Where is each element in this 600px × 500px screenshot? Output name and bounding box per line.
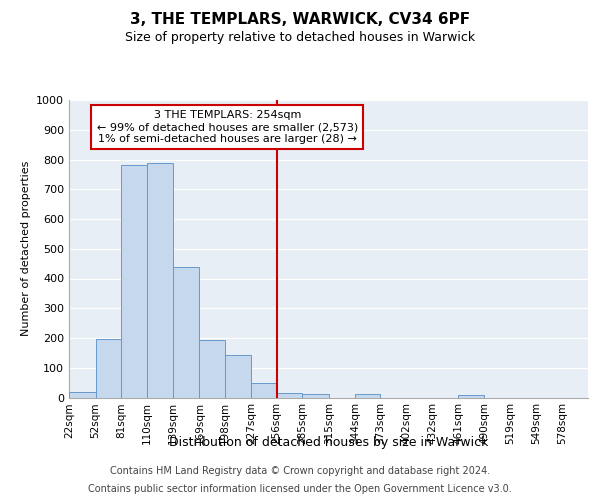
Bar bbox=[173, 268, 199, 398]
Bar bbox=[95, 339, 121, 398]
Bar bbox=[225, 355, 251, 398]
Text: Distribution of detached houses by size in Warwick: Distribution of detached houses by size … bbox=[169, 436, 488, 449]
Bar bbox=[355, 394, 380, 398]
Text: Size of property relative to detached houses in Warwick: Size of property relative to detached ho… bbox=[125, 31, 475, 44]
Text: 3, THE TEMPLARS, WARWICK, CV34 6PF: 3, THE TEMPLARS, WARWICK, CV34 6PF bbox=[130, 12, 470, 28]
Text: Contains public sector information licensed under the Open Government Licence v3: Contains public sector information licen… bbox=[88, 484, 512, 494]
Text: 3 THE TEMPLARS: 254sqm  
← 99% of detached houses are smaller (2,573)
1% of semi: 3 THE TEMPLARS: 254sqm ← 99% of detached… bbox=[97, 110, 358, 144]
Bar bbox=[277, 394, 302, 398]
Bar bbox=[69, 392, 95, 398]
Bar bbox=[458, 394, 484, 398]
Bar bbox=[302, 394, 329, 398]
Text: Contains HM Land Registry data © Crown copyright and database right 2024.: Contains HM Land Registry data © Crown c… bbox=[110, 466, 490, 476]
Bar bbox=[147, 164, 173, 398]
Bar bbox=[251, 382, 277, 398]
Y-axis label: Number of detached properties: Number of detached properties bbox=[20, 161, 31, 336]
Bar bbox=[121, 164, 147, 398]
Bar bbox=[199, 340, 225, 398]
